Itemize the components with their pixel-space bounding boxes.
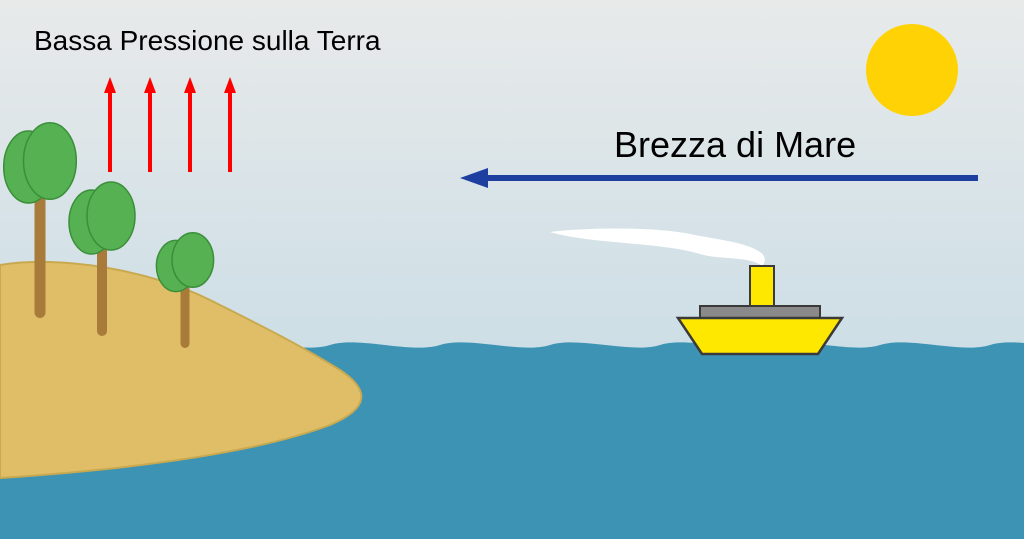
boat-deck	[700, 306, 820, 318]
tree-foliage	[87, 182, 135, 250]
scene-svg	[0, 0, 1024, 539]
boat-stack	[750, 266, 774, 306]
diagram-stage: Bassa Pressione sulla Terra Brezza di Ma…	[0, 0, 1024, 539]
tree-foliage	[24, 123, 77, 200]
sun-icon	[866, 24, 958, 116]
boat-hull	[678, 318, 842, 354]
label-low-pressure: Bassa Pressione sulla Terra	[34, 25, 381, 57]
tree-foliage	[172, 233, 214, 287]
label-sea-breeze: Brezza di Mare	[614, 124, 856, 166]
